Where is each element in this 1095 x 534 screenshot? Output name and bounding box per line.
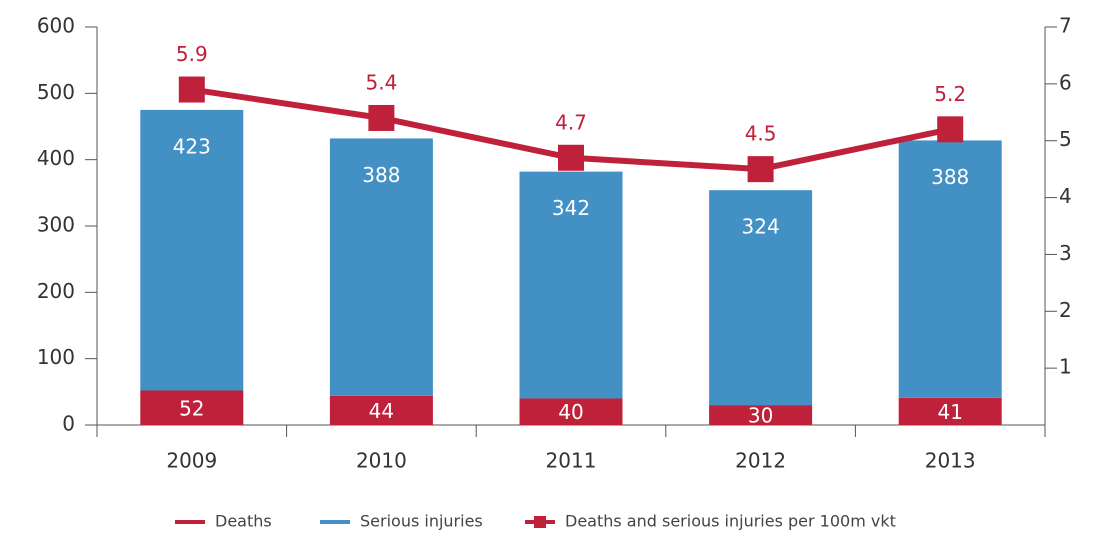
- x-tick-label: 2013: [925, 449, 976, 473]
- y-tick-label: 500: [37, 80, 75, 104]
- value-label: 388: [362, 163, 400, 187]
- value-label: 388: [931, 165, 969, 189]
- bar-segment: [140, 109, 244, 391]
- bar-segment: [898, 397, 1002, 425]
- y2-tick-label: 3: [1059, 241, 1072, 265]
- value-label: 423: [173, 134, 211, 158]
- value-label: 52: [179, 396, 204, 420]
- y2-tick-label: 2: [1059, 298, 1072, 322]
- y2-tick-label: 1: [1059, 355, 1072, 379]
- bar-segment: [519, 171, 623, 399]
- y-tick-label: 200: [37, 279, 75, 303]
- line-value-label: 4.5: [745, 122, 777, 146]
- line-marker: [747, 156, 774, 183]
- bar-segment: [140, 390, 244, 425]
- bar-segment: [709, 190, 813, 406]
- value-label: 41: [937, 400, 962, 424]
- line-marker: [368, 104, 395, 131]
- value-label: 44: [369, 399, 394, 423]
- legend-label: Deaths: [215, 512, 272, 531]
- bar-segment: [519, 398, 623, 425]
- line-value-label: 5.9: [176, 42, 208, 66]
- y-tick-label: 300: [37, 213, 75, 237]
- value-label: 40: [558, 400, 583, 424]
- line-value-label: 5.2: [934, 82, 966, 106]
- legend-label: Serious injuries: [360, 512, 483, 531]
- value-label: 30: [748, 404, 773, 428]
- legend-marker: [534, 516, 546, 528]
- line-value-label: 5.4: [365, 70, 397, 94]
- y2-tick-label: 7: [1059, 14, 1072, 38]
- x-tick-label: 2011: [546, 449, 597, 473]
- bar-segment: [329, 395, 433, 425]
- line-value-label: 4.7: [555, 110, 587, 134]
- bar-segment: [898, 140, 1002, 398]
- line-marker: [937, 116, 964, 143]
- y-tick-label: 100: [37, 345, 75, 369]
- bar-segment: [709, 405, 813, 425]
- line-marker: [178, 76, 205, 103]
- y-tick-label: 400: [37, 146, 75, 170]
- bar-segment: [329, 138, 433, 396]
- y2-tick-label: 6: [1059, 70, 1072, 94]
- line-marker: [558, 144, 584, 171]
- x-tick-label: 2012: [735, 449, 786, 473]
- y2-tick-label: 5: [1059, 127, 1072, 151]
- legend-label: Deaths and serious injuries per 100m vkt: [565, 512, 896, 531]
- x-tick-label: 2009: [166, 449, 217, 473]
- value-label: 342: [552, 196, 590, 220]
- x-tick-label: 2010: [356, 449, 407, 473]
- y2-tick-label: 4: [1059, 184, 1072, 208]
- y-tick-label: 0: [62, 412, 75, 436]
- y-tick-label: 600: [37, 14, 75, 38]
- value-label: 324: [742, 215, 780, 239]
